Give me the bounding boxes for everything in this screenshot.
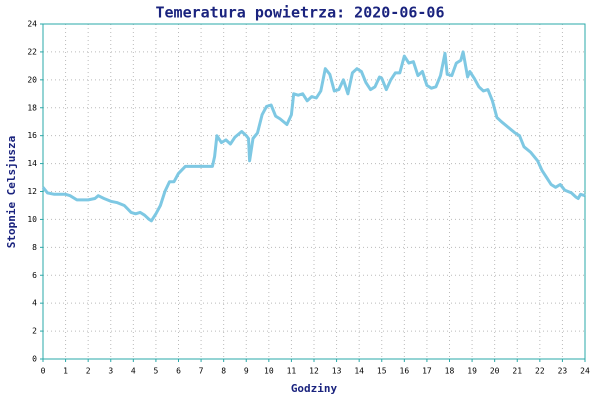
x-tick-label: 12	[309, 367, 319, 376]
x-tick-label: 14	[354, 367, 364, 376]
x-tick-label: 22	[535, 367, 545, 376]
x-tick-label: 5	[154, 367, 159, 376]
x-tick-label: 11	[287, 367, 297, 376]
x-tick-label: 3	[108, 367, 113, 376]
y-tick-label: 12	[27, 187, 37, 196]
y-tick-label: 20	[27, 75, 37, 84]
x-tick-label: 24	[580, 367, 590, 376]
x-tick-label: 15	[377, 367, 387, 376]
x-tick-label: 9	[244, 367, 249, 376]
line-series	[41, 50, 586, 223]
x-tick-label: 17	[422, 367, 432, 376]
x-tick-label: 16	[400, 367, 410, 376]
y-tick-label: 16	[27, 131, 37, 140]
y-tick-label: 0	[32, 355, 37, 364]
x-tick-label: 20	[490, 367, 500, 376]
y-tick-label: 8	[32, 243, 37, 252]
y-tick-label: 2	[32, 327, 37, 336]
y-tick-label: 18	[27, 103, 37, 112]
x-tick-label: 6	[176, 367, 181, 376]
x-tick-label: 8	[221, 367, 226, 376]
y-tick-label: 24	[27, 20, 37, 29]
y-tick-label: 22	[27, 47, 37, 56]
chart-title: Temeratura powietrza: 2020-06-06	[156, 4, 445, 22]
plot-frame	[42, 23, 586, 360]
x-tick-label: 18	[445, 367, 455, 376]
y-tick-label: 4	[32, 299, 37, 308]
y-axis-label: Stopnie Celsjusza	[5, 136, 18, 249]
x-tick-label: 4	[131, 367, 136, 376]
x-tick-label: 0	[41, 367, 46, 376]
x-tick-label: 1	[63, 367, 68, 376]
y-tick-label: 6	[32, 271, 37, 280]
x-axis-label: Godziny	[291, 382, 338, 395]
x-tick-label: 7	[199, 367, 204, 376]
x-tick-label: 19	[467, 367, 477, 376]
x-tick-label: 13	[332, 367, 342, 376]
y-tick-label: 10	[27, 215, 37, 224]
y-tick-label: 14	[27, 159, 37, 168]
x-tick-label: 21	[512, 367, 522, 376]
x-tick-label: 10	[264, 367, 274, 376]
x-tick-label: 2	[86, 367, 91, 376]
x-tick-label: 23	[558, 367, 568, 376]
